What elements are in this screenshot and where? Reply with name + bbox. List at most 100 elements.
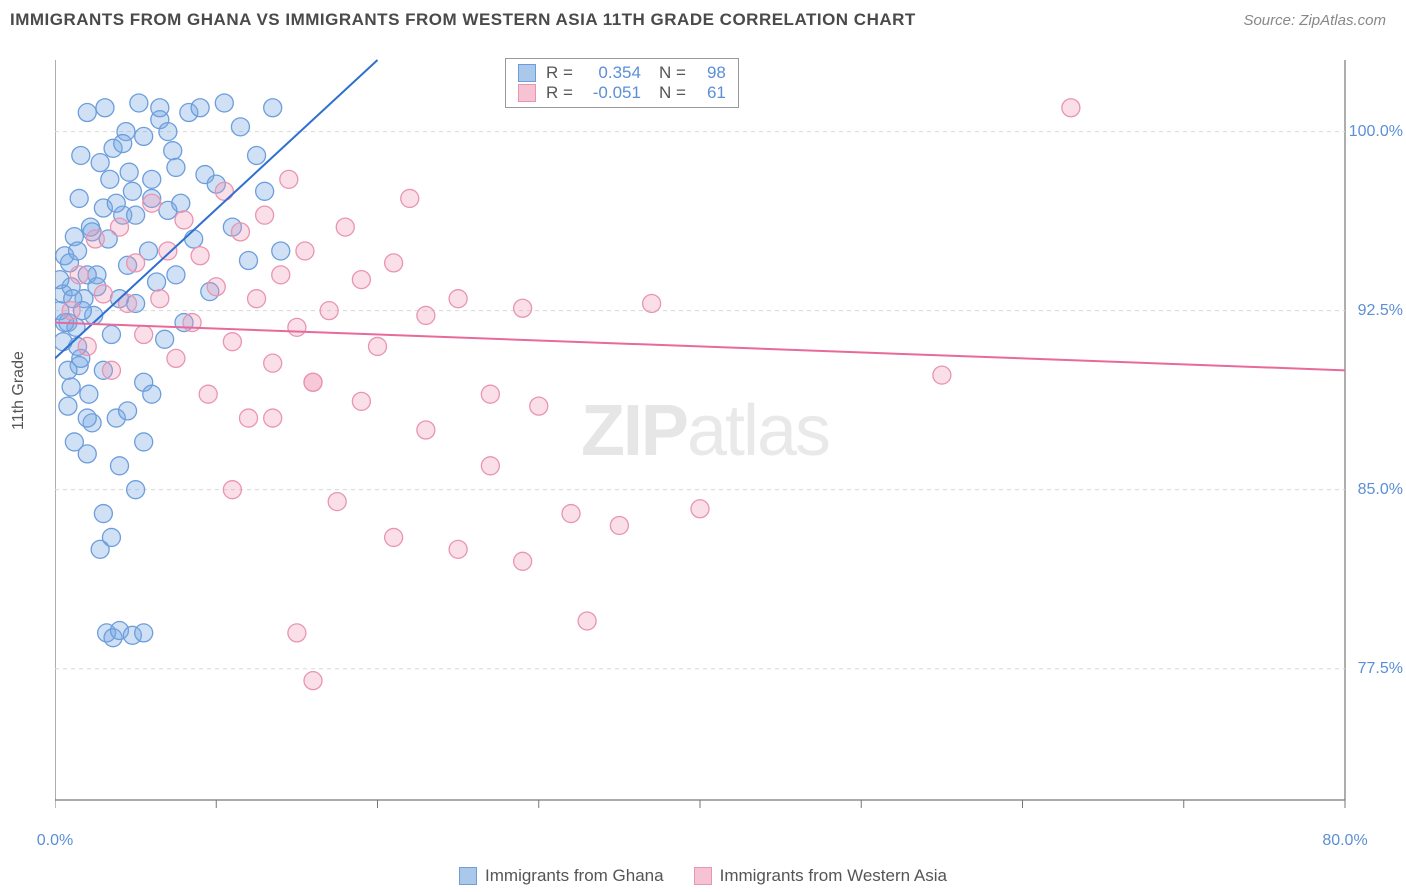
y-tick-label: 92.5% <box>1358 302 1403 320</box>
data-point <box>78 337 96 355</box>
data-point <box>167 158 185 176</box>
data-point <box>248 290 266 308</box>
data-point <box>80 385 98 403</box>
data-point <box>55 271 69 289</box>
data-point <box>352 271 370 289</box>
data-point <box>296 242 314 260</box>
data-point <box>191 99 209 117</box>
data-point <box>135 127 153 145</box>
data-point <box>240 409 258 427</box>
data-point <box>94 285 112 303</box>
data-point <box>143 385 161 403</box>
data-point <box>207 278 225 296</box>
data-point <box>288 624 306 642</box>
data-point <box>215 182 233 200</box>
data-point <box>231 118 249 136</box>
chart-title: IMMIGRANTS FROM GHANA VS IMMIGRANTS FROM… <box>10 10 916 30</box>
data-point <box>130 94 148 112</box>
data-point <box>70 266 88 284</box>
data-point <box>256 206 274 224</box>
correlation-stats-box: R =0.354N =98R =-0.051N =61 <box>505 58 739 108</box>
data-point <box>127 481 145 499</box>
data-point <box>320 302 338 320</box>
data-point <box>199 385 217 403</box>
data-point <box>55 333 72 351</box>
data-point <box>135 433 153 451</box>
data-point <box>127 254 145 272</box>
data-point <box>127 206 145 224</box>
y-tick-label: 85.0% <box>1358 481 1403 499</box>
data-point <box>328 493 346 511</box>
data-point <box>159 123 177 141</box>
data-point <box>143 170 161 188</box>
data-point <box>94 505 112 523</box>
legend-label: Immigrants from Western Asia <box>720 866 947 886</box>
data-point <box>280 170 298 188</box>
stats-row: R =0.354N =98 <box>518 63 726 83</box>
data-point <box>111 218 129 236</box>
series-swatch-icon <box>694 867 712 885</box>
data-point <box>62 378 80 396</box>
data-point <box>264 354 282 372</box>
data-point <box>417 306 435 324</box>
data-point <box>449 540 467 558</box>
data-point <box>172 194 190 212</box>
data-point <box>78 104 96 122</box>
data-point <box>96 99 114 117</box>
data-point <box>69 242 87 260</box>
data-point <box>159 242 177 260</box>
source-credit: Source: ZipAtlas.com <box>1243 12 1386 29</box>
data-point <box>1062 99 1080 117</box>
data-point <box>610 516 628 534</box>
data-point <box>175 211 193 229</box>
data-point <box>191 247 209 265</box>
data-point <box>530 397 548 415</box>
data-point <box>401 189 419 207</box>
data-point <box>248 146 266 164</box>
data-point <box>156 330 174 348</box>
data-point <box>272 242 290 260</box>
data-point <box>135 624 153 642</box>
data-point <box>578 612 596 630</box>
y-tick-label: 100.0% <box>1349 123 1403 141</box>
data-point <box>62 302 80 320</box>
data-point <box>385 254 403 272</box>
data-point <box>114 135 132 153</box>
data-point <box>91 154 109 172</box>
data-point <box>304 672 322 690</box>
data-point <box>223 481 241 499</box>
data-point <box>288 318 306 336</box>
legend-label: Immigrants from Ghana <box>485 866 664 886</box>
n-value: 98 <box>696 63 726 83</box>
x-tick-label: 80.0% <box>1322 832 1367 850</box>
data-point <box>102 361 120 379</box>
series-swatch-icon <box>518 64 536 82</box>
chart-legend: Immigrants from Ghana Immigrants from Wes… <box>0 866 1406 886</box>
data-point <box>352 392 370 410</box>
data-point <box>933 366 951 384</box>
data-point <box>101 170 119 188</box>
data-point <box>264 99 282 117</box>
data-point <box>65 433 83 451</box>
data-point <box>135 326 153 344</box>
x-tick-label: 0.0% <box>37 832 73 850</box>
data-point <box>264 409 282 427</box>
data-point <box>102 326 120 344</box>
data-point <box>167 349 185 367</box>
data-point <box>256 182 274 200</box>
r-value: 0.354 <box>583 63 641 83</box>
data-point <box>151 290 169 308</box>
data-point <box>691 500 709 518</box>
data-point <box>185 230 203 248</box>
series-swatch-icon <box>518 84 536 102</box>
data-point <box>111 457 129 475</box>
data-point <box>70 189 88 207</box>
data-point <box>240 252 258 270</box>
legend-item: Immigrants from Ghana <box>459 866 664 886</box>
data-point <box>164 142 182 160</box>
data-point <box>167 266 185 284</box>
data-point <box>78 409 96 427</box>
data-point <box>481 385 499 403</box>
data-point <box>562 505 580 523</box>
data-point <box>107 194 125 212</box>
